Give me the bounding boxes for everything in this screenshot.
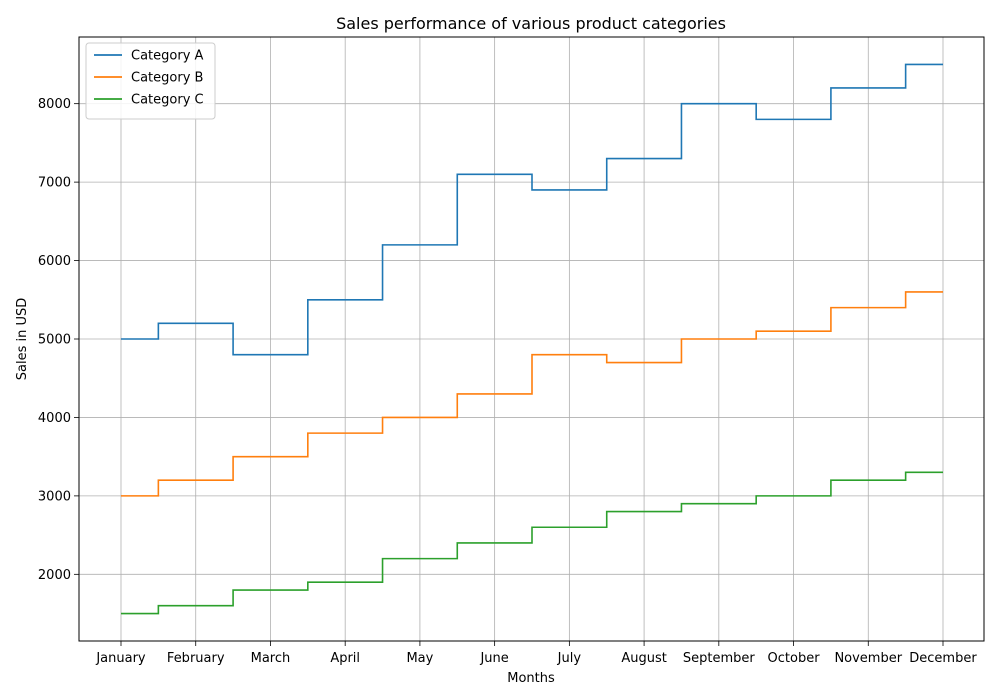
legend: Category A Category B Category C [85, 42, 216, 120]
x-tick-label: January [95, 651, 146, 666]
legend-label: Category C [131, 93, 204, 108]
y-tick-label: 5000 [38, 333, 71, 348]
x-tick-label: July [557, 651, 582, 666]
y-axis-ticks: 2000 3000 4000 5000 6000 7000 8000 [38, 97, 79, 583]
x-tick-label: June [479, 651, 508, 666]
x-tick-label: February [167, 651, 225, 666]
y-tick-label: 7000 [38, 176, 71, 191]
x-tick-label: August [621, 651, 667, 666]
y-tick-label: 3000 [38, 489, 71, 504]
y-tick-label: 2000 [38, 568, 71, 583]
y-tick-label: 8000 [38, 97, 71, 112]
x-tick-label: December [909, 651, 977, 666]
x-tick-label: May [406, 651, 433, 666]
grid-lines [79, 37, 984, 641]
series-line-category-b [121, 291, 943, 497]
y-tick-label: 6000 [38, 254, 71, 269]
chart-title: Sales performance of various product cat… [336, 14, 726, 33]
x-tick-label: September [683, 651, 756, 666]
x-tick-label: April [330, 651, 360, 666]
series-lines [121, 63, 943, 615]
series-line-category-c [121, 471, 943, 615]
legend-label: Category A [131, 49, 204, 64]
x-axis-ticks: January February March April May June July Augu… [95, 641, 977, 666]
y-axis-title: Sales in USD [15, 298, 30, 381]
x-tick-label: March [251, 651, 291, 666]
series-line-category-a [121, 63, 943, 356]
legend-box [85, 42, 216, 120]
legend-label: Category B [131, 71, 203, 86]
y-tick-label: 4000 [38, 411, 71, 426]
x-axis-title: Months [507, 671, 555, 686]
x-tick-label: October [768, 651, 821, 666]
x-tick-label: November [834, 651, 902, 666]
